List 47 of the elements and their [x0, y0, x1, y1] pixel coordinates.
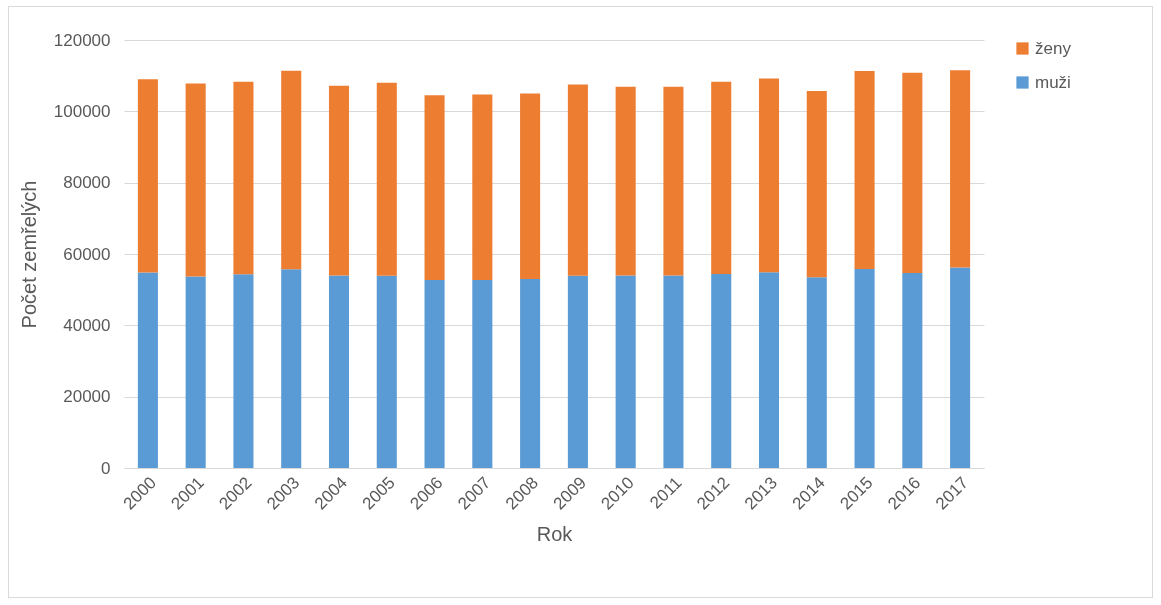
y-tick-label: 120000 — [53, 30, 111, 50]
bar — [233, 81, 254, 275]
bar — [424, 95, 445, 281]
bar — [137, 272, 158, 468]
bar — [281, 269, 302, 468]
bar — [711, 273, 732, 468]
y-tick-label: 20000 — [63, 387, 111, 407]
bar — [472, 94, 493, 281]
y-tick-label: 100000 — [53, 101, 111, 121]
bar — [950, 70, 971, 268]
bar — [424, 280, 445, 468]
y-tick-label: 60000 — [63, 244, 111, 264]
bar — [663, 275, 684, 468]
bar — [758, 272, 780, 468]
bar — [663, 86, 684, 276]
bar — [328, 275, 350, 468]
bar — [185, 276, 206, 468]
bar — [902, 272, 923, 468]
bar — [520, 278, 541, 468]
bar — [758, 78, 780, 273]
x-axis-title: Rok — [536, 522, 574, 545]
bar — [854, 71, 875, 269]
bar — [950, 267, 971, 468]
bar — [615, 275, 636, 468]
bar — [902, 72, 923, 273]
bar — [233, 274, 254, 468]
y-tick-label: 40000 — [63, 315, 111, 335]
bar — [615, 86, 636, 276]
bar — [376, 82, 397, 276]
bar — [185, 83, 206, 277]
bar — [472, 280, 493, 468]
y-tick-label: 80000 — [63, 173, 111, 193]
bar — [137, 79, 158, 273]
bar — [806, 277, 827, 468]
bar — [854, 268, 875, 468]
legend-label: ženy — [1035, 38, 1072, 58]
bar — [567, 84, 588, 276]
bar — [806, 91, 827, 278]
bar — [281, 70, 302, 270]
bar — [520, 93, 541, 279]
legend-label: muži — [1035, 72, 1071, 92]
y-tick-label: 0 — [101, 458, 111, 478]
bar — [567, 275, 588, 468]
bar — [376, 275, 397, 468]
bar — [711, 81, 732, 274]
y-axis-title: Počet zemřelých — [17, 180, 40, 329]
bar — [328, 85, 350, 276]
